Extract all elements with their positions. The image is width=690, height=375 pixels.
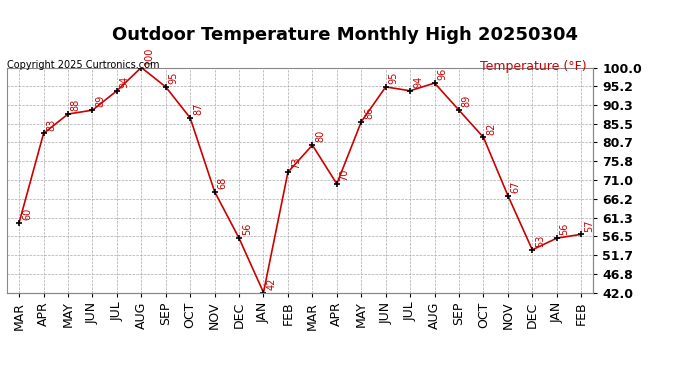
Text: 53: 53 [535,235,545,247]
Text: 80: 80 [315,130,325,142]
Text: Outdoor Temperature Monthly High 20250304: Outdoor Temperature Monthly High 2025030… [112,26,578,44]
Text: 88: 88 [71,99,81,111]
Text: 86: 86 [364,107,374,119]
Text: 57: 57 [584,219,594,231]
Text: Temperature (°F): Temperature (°F) [480,60,586,73]
Text: 56: 56 [560,223,569,236]
Text: 67: 67 [511,180,521,193]
Text: Copyright 2025 Curtronics.com: Copyright 2025 Curtronics.com [7,60,159,70]
Text: 60: 60 [22,208,32,220]
Text: 68: 68 [217,177,228,189]
Text: 96: 96 [437,68,447,80]
Text: 56: 56 [241,223,252,236]
Text: 89: 89 [462,95,472,107]
Text: 70: 70 [339,169,350,181]
Text: 87: 87 [193,103,203,115]
Text: 95: 95 [388,72,398,84]
Text: 95: 95 [168,72,179,84]
Text: 94: 94 [119,76,130,88]
Text: 42: 42 [266,278,276,290]
Text: 94: 94 [413,76,423,88]
Text: 89: 89 [95,95,105,107]
Text: 73: 73 [290,157,301,170]
Text: 100: 100 [144,46,154,65]
Text: 82: 82 [486,122,496,135]
Text: 83: 83 [46,118,57,130]
